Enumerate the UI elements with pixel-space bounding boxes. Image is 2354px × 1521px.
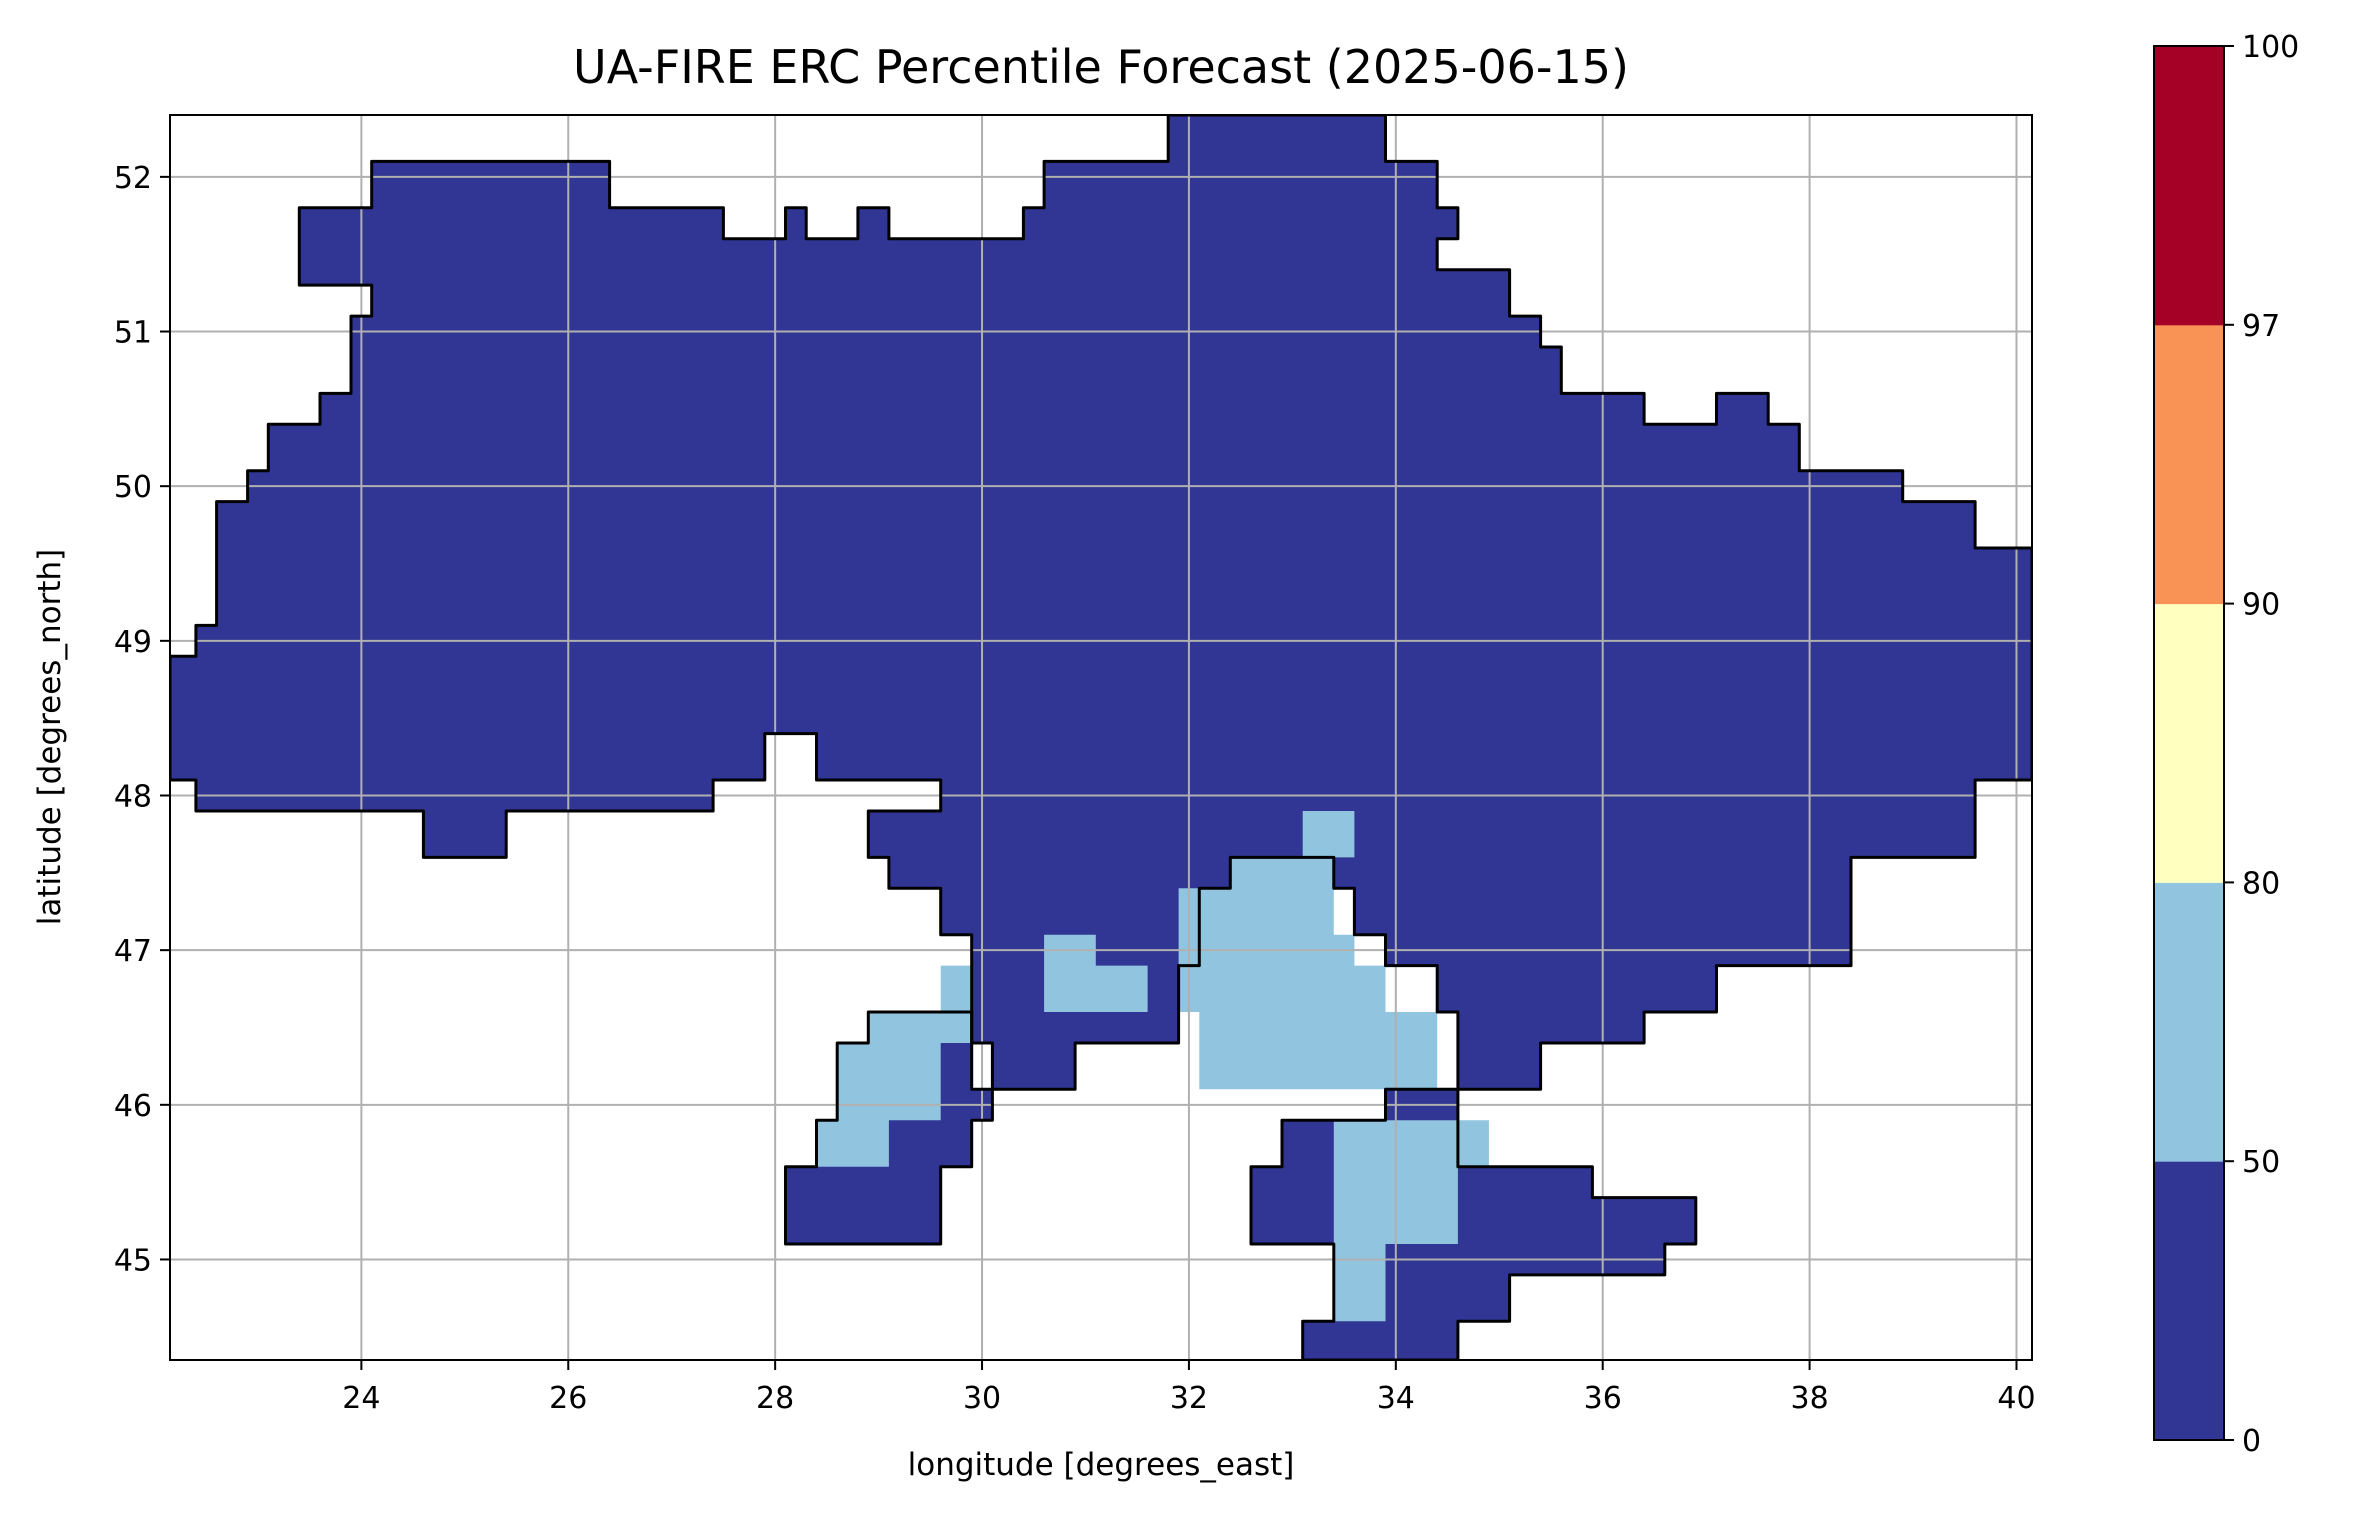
colorbar-frame [2153, 45, 2225, 1441]
colorbar-bin [2154, 1161, 2224, 1441]
x-tick-label: 38 [1791, 1381, 1829, 1416]
x-tick-label: 24 [342, 1381, 380, 1416]
y-tick-label: 51 [114, 316, 152, 351]
region-mykolaiv-coast [1044, 934, 1148, 1012]
chart-title: UA-FIRE ERC Percentile Forecast (2025-06… [573, 40, 1629, 94]
border-southwest [784, 1010, 994, 1246]
border-crimea [1249, 1087, 1698, 1360]
gridlines [170, 115, 2032, 1360]
y-tick-label: 45 [114, 1243, 152, 1278]
colorbar-tick-label: 100 [2242, 30, 2299, 65]
colorbar-tick-label: 97 [2242, 309, 2280, 344]
y-tick-label: 50 [114, 470, 152, 505]
y-tick-label: 47 [114, 934, 152, 969]
x-tick-label: 28 [756, 1381, 794, 1416]
y-tick-label: 49 [114, 625, 152, 660]
colorbar-bin [2154, 882, 2224, 1162]
x-tick-label: 40 [1997, 1381, 2035, 1416]
colorbar-bin [2154, 46, 2224, 326]
x-axis-ticks: 24 26 28 30 32 34 36 38 40 [342, 1360, 2036, 1416]
colorbar-tick-label: 80 [2242, 866, 2280, 901]
y-axis-ticks: 45 46 47 48 49 50 51 52 [114, 161, 170, 1278]
x-tick-label: 26 [549, 1381, 587, 1416]
x-tick-label: 30 [963, 1381, 1001, 1416]
y-tick-label: 48 [114, 779, 152, 814]
x-tick-label: 32 [1170, 1381, 1208, 1416]
colorbar-tick-label: 0 [2242, 1424, 2261, 1459]
region-crimea-north [1333, 1120, 1489, 1322]
region-main [170, 115, 2032, 1090]
border-main [170, 115, 2032, 1091]
map-area [170, 115, 2032, 1360]
colorbar-bin [2154, 603, 2224, 883]
colorbar-bin [2154, 324, 2224, 605]
region-odesa-coast [816, 965, 972, 1167]
colorbar [2153, 45, 2225, 1441]
colorbar-ticks: 0 50 80 90 97 100 [2224, 30, 2299, 1459]
y-axis-label: latitude [degrees_north] [32, 549, 68, 925]
colorbar-tick-label: 90 [2242, 588, 2280, 623]
y-tick-label: 46 [114, 1089, 152, 1124]
x-tick-label: 36 [1584, 1381, 1622, 1416]
admin-borders [170, 115, 2032, 1360]
x-axis-label: longitude [degrees_east] [908, 1447, 1295, 1483]
y-tick-label: 52 [114, 161, 152, 196]
colorbar-tick-label: 50 [2242, 1145, 2280, 1180]
axes-frame [169, 114, 2033, 1361]
x-tick-label: 34 [1377, 1381, 1415, 1416]
